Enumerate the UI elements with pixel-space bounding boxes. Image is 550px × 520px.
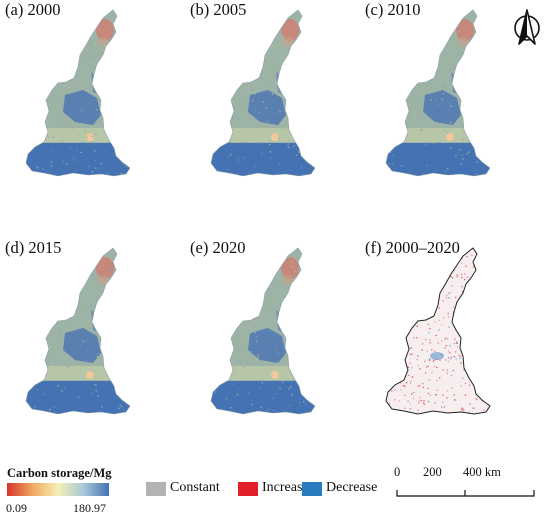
color-ramp (7, 483, 109, 496)
carbon-storage-map (210, 247, 316, 415)
panel-title: (b) 2005 (190, 0, 247, 19)
map-panel-change-2000-2020: (f) 2000–2020 (365, 238, 545, 468)
panel-title: (f) 2000–2020 (365, 238, 460, 257)
map-fill (211, 10, 315, 176)
map-panel-2010: (c) 2010 (365, 0, 545, 230)
increase-swatch (238, 482, 258, 496)
carbon-storage-map (385, 9, 491, 177)
panel-title: (c) 2010 (365, 0, 421, 19)
scale-tick-400: 400 km (463, 465, 501, 479)
constant-swatch (146, 482, 166, 496)
map-fill (211, 248, 315, 414)
constant-label: Constant (170, 480, 220, 495)
map-fill (386, 248, 490, 414)
map-fill (26, 10, 130, 176)
panel-title: (e) 2020 (190, 238, 246, 257)
carbon-storage-map (25, 9, 131, 177)
north-arrow-icon (514, 9, 540, 45)
carbon-change-map (385, 247, 491, 415)
panel-title: (d) 2015 (5, 238, 62, 257)
map-panel-2000: (a) 2000 (5, 0, 185, 230)
map-panel-2005: (b) 2005 (190, 0, 370, 230)
scale-tick-0: 0 (394, 465, 401, 479)
carbon-storage-map (210, 9, 316, 177)
map-panel-2015: (d) 2015 (5, 238, 185, 468)
scale-tick-200: 200 (423, 465, 442, 479)
map-panel-2020: (e) 2020 (190, 238, 370, 468)
legend-title: Carbon storage/Mg (7, 466, 112, 480)
legend-min-value: 0.09 (6, 501, 27, 515)
decrease-swatch (302, 482, 322, 496)
scale-bar (396, 490, 535, 497)
panel-title: (a) 2000 (5, 0, 61, 19)
legend-max-value: 180.97 (73, 501, 106, 515)
decrease-label: Decrease (326, 480, 378, 495)
increase-label: Increase (262, 480, 309, 495)
carbon-storage-map (25, 247, 131, 415)
map-fill (26, 248, 130, 414)
